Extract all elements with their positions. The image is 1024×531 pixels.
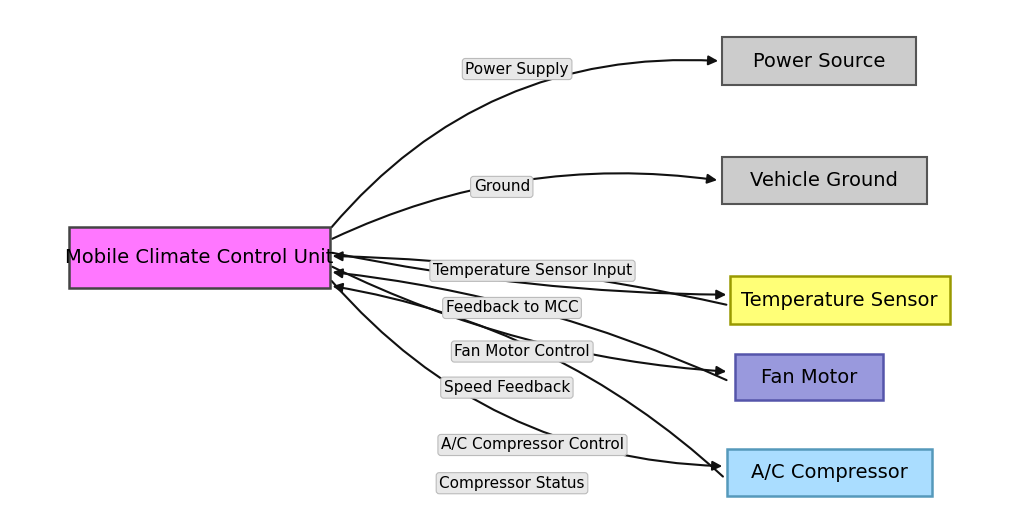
Text: Mobile Climate Control Unit: Mobile Climate Control Unit	[66, 248, 334, 267]
Text: Temperature Sensor Input: Temperature Sensor Input	[433, 263, 632, 278]
FancyBboxPatch shape	[735, 355, 883, 400]
FancyBboxPatch shape	[70, 227, 330, 288]
Text: Fan Motor: Fan Motor	[761, 367, 857, 387]
Text: A/C Compressor Control: A/C Compressor Control	[441, 438, 624, 452]
Text: Temperature Sensor: Temperature Sensor	[741, 290, 938, 310]
Text: Compressor Status: Compressor Status	[439, 476, 585, 491]
Text: Power Source: Power Source	[753, 52, 886, 71]
FancyBboxPatch shape	[722, 37, 916, 85]
FancyBboxPatch shape	[722, 157, 927, 204]
Text: Vehicle Ground: Vehicle Ground	[751, 171, 898, 190]
Text: Ground: Ground	[474, 179, 529, 194]
Text: Feedback to MCC: Feedback to MCC	[445, 301, 579, 315]
FancyBboxPatch shape	[729, 276, 949, 324]
Text: Power Supply: Power Supply	[465, 62, 569, 76]
Text: Fan Motor Control: Fan Motor Control	[455, 344, 590, 359]
Text: Speed Feedback: Speed Feedback	[443, 380, 570, 395]
FancyBboxPatch shape	[727, 449, 932, 496]
Text: A/C Compressor: A/C Compressor	[751, 463, 908, 482]
